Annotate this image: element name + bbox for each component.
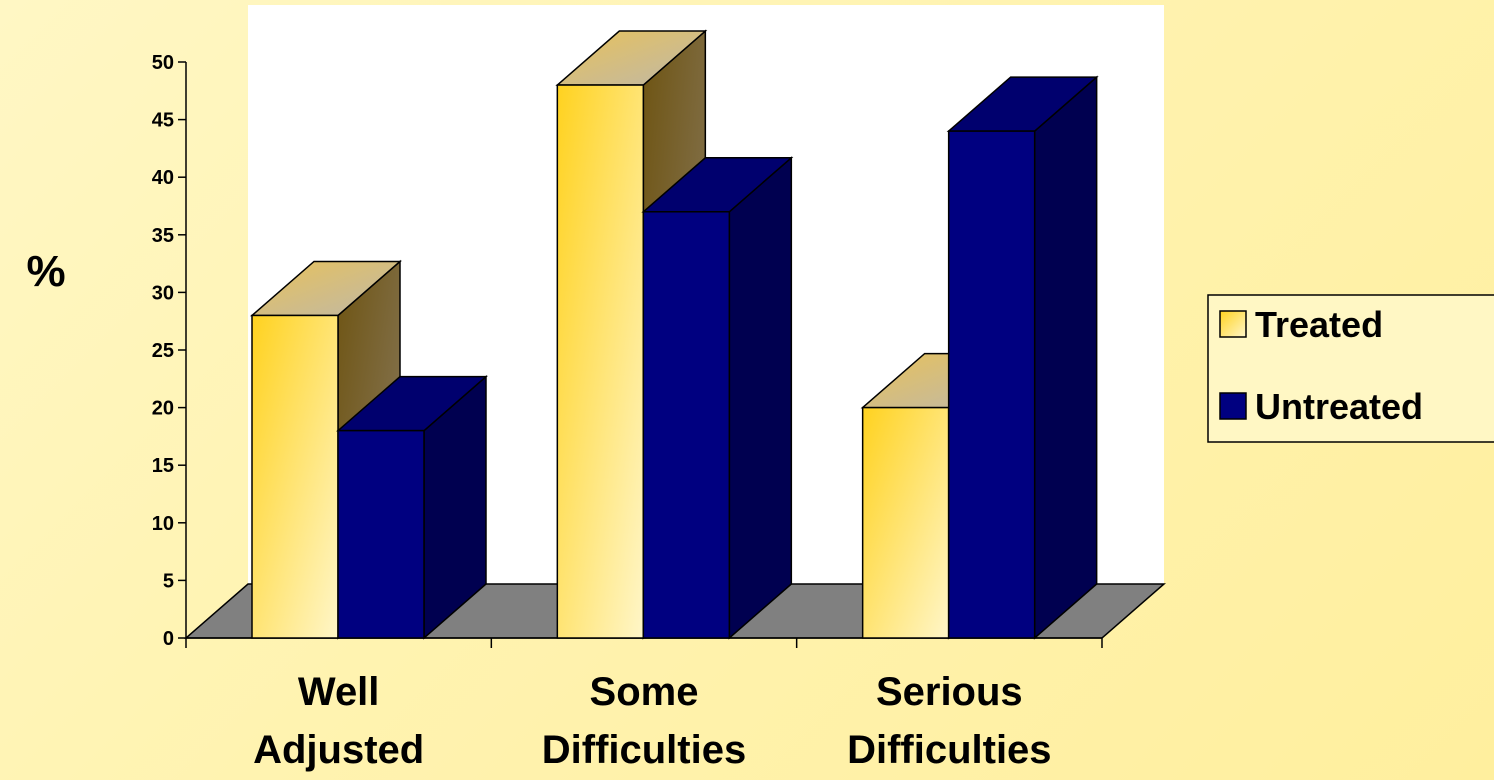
bar-front: [861, 406, 950, 639]
category-label: Some: [590, 670, 699, 714]
y-tick-label: 35: [152, 225, 174, 247]
bar-front: [947, 130, 1036, 639]
y-axis-ticks: 0 5 10 15 20 25 30 35 40 45 50: [152, 52, 186, 650]
category-label: Well: [298, 670, 380, 714]
category-labels: Well Adjusted Some Difficulties Serious Diffi…: [253, 670, 1051, 772]
y-tick-label: 0: [163, 628, 174, 650]
legend-swatch-treated: [1219, 310, 1247, 338]
y-tick-label: 50: [152, 52, 174, 74]
legend: Treated Untreated: [1207, 294, 1494, 443]
legend-swatch-untreated: [1219, 392, 1247, 420]
y-axis-label: %: [26, 247, 65, 296]
category-label: Difficulties: [847, 728, 1051, 772]
bar-untreated-2: [946, 75, 1099, 640]
legend-label-untreated: Untreated: [1255, 386, 1423, 427]
legend-box: [1207, 294, 1494, 443]
bars: [249, 29, 1099, 640]
bar-untreated-1: [641, 156, 794, 640]
y-tick-label: 15: [152, 455, 174, 477]
y-tick-label: 30: [152, 282, 174, 304]
bar-front: [251, 314, 339, 639]
y-tick-label: 20: [152, 398, 174, 420]
y-tick-label: 45: [152, 110, 174, 132]
bar-front: [337, 429, 425, 639]
y-tick-label: 25: [152, 340, 174, 362]
legend-label-treated: Treated: [1255, 304, 1383, 345]
bar-untreated-0: [335, 374, 489, 640]
bar-front: [642, 211, 731, 639]
bar-side: [728, 156, 793, 640]
category-label: Adjusted: [253, 728, 424, 772]
bar-front: [556, 84, 645, 639]
y-tick-label: 10: [152, 513, 174, 535]
y-tick-label: 40: [152, 167, 174, 189]
x-axis-ticks: [185, 638, 1103, 648]
bar-side: [1033, 75, 1098, 640]
category-label: Serious: [876, 670, 1023, 714]
y-tick-label: 5: [163, 570, 174, 592]
category-label: Difficulties: [542, 728, 746, 772]
